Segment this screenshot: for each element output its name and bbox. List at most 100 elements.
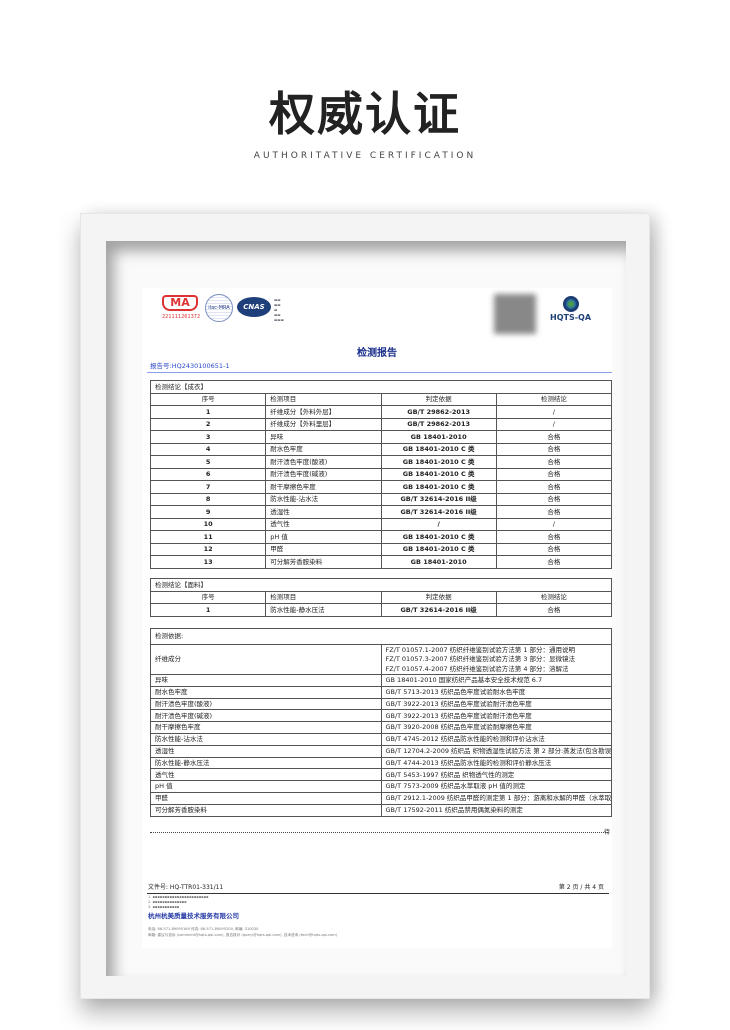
cnas-logo: CNAS [237,297,271,317]
caption-row: 检测结论【面料】 [150,578,612,592]
table-row: 耐汗渍色牢度(酸液) GB/T 3922-2013 纺织品色牢度试验耐汗渍色牢度 [150,697,612,711]
table-row: FZ/T 01057.4-2007 纺织纤维鉴别试验方法第 4 部分：溶解法 [151,664,612,675]
column-header: 判定依据 [380,590,497,604]
table-row: 甲醛 GB/T 2912.1-2009 纺织品甲醛的测定第 1 部分：游离和水解的… [150,791,612,805]
standard-reference: FZ/T 01057.3-2007 纺织纤维鉴别试验方法第 3 部分：显微镜法 [380,654,612,665]
standard-reference: FZ/T 01057.1-2007 纺织纤维鉴别试验方法第 1 部分：通用说明 [380,644,612,655]
row-number: 11 [149,530,267,544]
table-row: FZ/T 01057.3-2007 纺织纤维鉴别试验方法第 3 部分：显微镜法 [151,654,612,665]
result: 合格 [495,555,612,569]
standard: GB 18401-2010 C 类 [380,467,497,481]
table-row: pH 值 GB/T 7573-2009 纺织品水萃取液 pH 值的测定 [150,780,612,793]
table-row: 异味 GB 18401-2010 国家纺织产品基本安全技术规范 6.7 [150,674,612,687]
table-caption: 检测依据: [150,628,612,645]
row-number: 1 [149,405,267,419]
test-item: 耐干摩擦色牢度 [265,480,382,494]
result: / [495,417,612,431]
test-item: 耐汗渍色牢度(酸液) [265,455,382,469]
row-number: 6 [149,467,267,481]
table-row: 防水性能-静水压法 GB/T 4744-2013 纺织品防水性能的检测和评价静水压… [150,756,612,770]
test-item: 耐汗渍色牢度(酸液) [150,697,382,711]
test-item: 防水性能-沾水法 [265,492,382,506]
test-item: 耐汗渍色牢度(碱液) [265,467,382,481]
cma-logo: MA [162,295,198,311]
caption-row: 检测依据: [150,628,612,645]
frame-opening: MA 221111261372 ilac-MRA CNAS ▬▬ ▬▬ ▬ ▬▬ ▬▬▬… [106,241,626,976]
result: / [495,517,612,531]
cnas-fine-print: ▬▬ ▬▬ ▬ ▬▬ ▬▬▬ [274,298,284,322]
report-title: 检测报告 [357,348,397,359]
cma-number: 221111261372 [162,314,201,320]
row-number: 13 [149,555,267,569]
table-row: 6 耐汗渍色牢度(碱液) GB 18401-2010 C 类合格 [149,467,612,481]
result: 合格 [495,430,612,444]
table-row: 透湿性 GB/T 12704.2-2009 纺织品 织物透湿性试验方法 第 2 部… [150,744,612,758]
row-number: 3 [149,430,267,444]
standard-reference: GB/T 5453-1997 纺织品 织物透气性的测定 [380,768,612,782]
test-item: 透湿性 [265,505,382,519]
test-report-document: MA 221111261372 ilac-MRA CNAS ▬▬ ▬▬ ▬ ▬▬ ▬▬▬… [142,288,612,948]
test-item: 纤维成分 [150,644,382,675]
test-item: 耐水色牢度 [265,442,382,456]
column-header: 检测结论 [495,392,612,406]
table-caption: 检测结论【面料】 [150,578,612,592]
result: 合格 [495,603,612,617]
row-number: 1 [149,603,267,617]
footer-divider [147,893,609,894]
result: / [495,405,612,419]
standard: GB/T 32614-2016 II级 [380,505,497,519]
row-number: 4 [149,442,267,456]
globe-magnifier-icon [562,296,579,312]
test-item: 纤维成分【外料里层】 [265,417,382,431]
test-item: 异味 [265,430,382,444]
table-row: 8 防水性能-沾水法 GB/T 32614-2016 II级 合格 [149,492,612,506]
row-number: 9 [149,505,267,519]
column-header: 序号 [149,392,267,406]
column-header: 检测项目 [265,590,382,604]
table-row: 9 透湿性 GB/T 32614-2016 II级 合格 [149,505,612,519]
standard-reference: GB 18401-2010 国家纺织产品基本安全技术规范 6.7 [380,674,612,687]
table-row: 5 耐汗渍色牢度(酸液) GB 18401-2010 C 类合格 [149,455,612,469]
column-header: 序号 [149,590,267,604]
standard: GB/T 32614-2016 II级 [380,492,497,506]
dotted-divider [150,832,608,833]
row-number: 7 [149,480,267,494]
table-row: 透气性 GB/T 5453-1997 纺织品 织物透气性的测定 [150,768,612,782]
test-item: 透湿性 [150,744,382,758]
document-number: 文件号: HQ-TTR01-331/11 [148,884,224,891]
footnote-1: 1. ▪▪▪▪▪▪▪▪▪▪▪▪▪▪▪▪▪▪▪▪▪▪▪ [148,895,209,899]
test-item: pH 值 [150,780,382,793]
test-item: 异味 [150,674,382,687]
table-row: 11 pH 值 GB 18401-2010 C 类合格 [149,530,612,544]
email-line: 邮箱: 建议与投诉 (comment@hqts-qai.com), 报告核对 (… [148,933,338,937]
column-header: 判定依据 [380,392,497,406]
row-number: 5 [149,455,267,469]
table-row: 4 耐水色牢度 GB 18401-2010 C 类合格 [149,442,612,456]
header-row: 序号 检测项目 判定依据 检测结论 [149,590,612,604]
table-row: 耐汗渍色牢度(碱液) GB/T 3922-2013 纺织品色牢度试验耐汗渍色牢度 [150,709,612,723]
page-number: 第 2 页 / 共 4 页 [558,884,604,891]
garment-results-table: 检测结论【成衣】 序号 检测项目 判定依据 检测结论 1 纤维成分【外料外层】 GB/T 29… [149,380,612,569]
result: 合格 [495,442,612,456]
standard: GB 18401-2010 [380,430,497,444]
table-row: 耐水色牢度 GB/T 5713-2013 纺织品色牢度试验耐水色牢度 [150,685,612,699]
standard-reference: GB/T 2912.1-2009 纺织品甲醛的测定第 1 部分：游离和水解的甲醛… [380,791,612,805]
standard: GB 18401-2010 C 类 [380,480,497,494]
standard-reference: GB/T 17592-2011 纺织品禁用偶氮染料的测定 [380,803,612,817]
standard: GB/T 29862-2013 [380,417,497,431]
table-row: 1 防水性能-静水压法 GB/T 32614-2016 II级 合格 [149,603,612,617]
standard-reference: GB/T 3922-2013 纺织品色牢度试验耐汗渍色牢度 [380,697,612,711]
table-row: 防水性能-沾水法 GB/T 4745-2012 纺织品防水性能的检测和评价沾水法 [150,732,612,746]
standard: GB/T 29862-2013 [380,405,497,419]
test-item: 甲醛 [265,542,382,556]
test-item: 可分解芳香胺染料 [150,803,382,817]
standard-reference: GB/T 3920-2008 纺织品色牢度试验耐摩擦色牢度 [380,721,612,734]
row-number: 2 [149,417,267,431]
test-item: 纤维成分【外料外层】 [265,405,382,419]
caption-row: 检测结论【成衣】 [150,380,612,394]
table-row: 2 纤维成分【外料里层】 GB/T 29862-2013/ [149,417,612,431]
result: 合格 [495,492,612,506]
standard: GB 18401-2010 C 类 [380,542,497,556]
standard: GB 18401-2010 C 类 [380,455,497,469]
standard-reference: GB/T 12704.2-2009 纺织品 织物透湿性试验方法 第 2 部分:蒸… [380,744,612,758]
